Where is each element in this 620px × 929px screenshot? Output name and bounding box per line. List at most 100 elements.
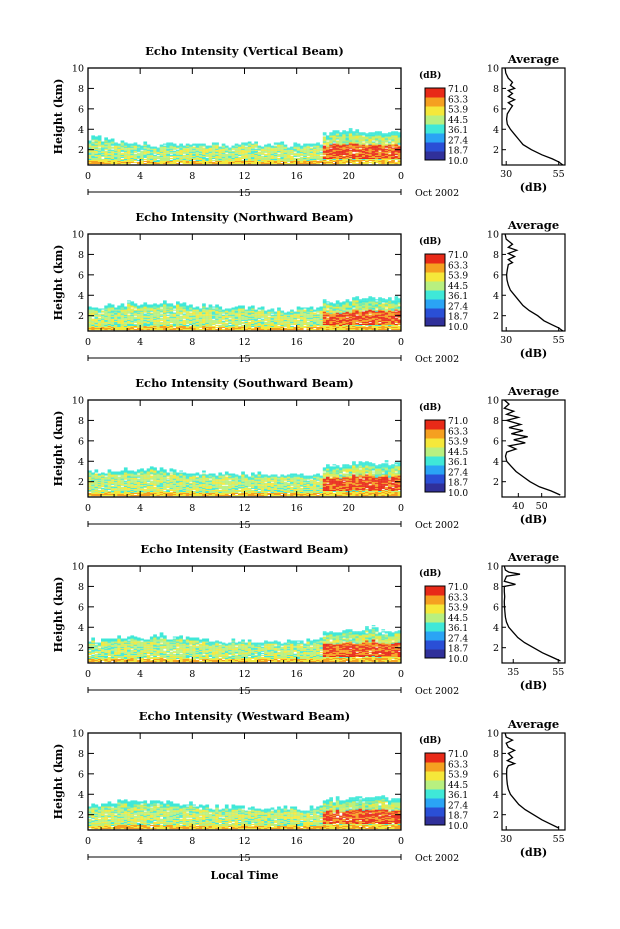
heatmap-cell bbox=[384, 306, 389, 308]
heatmap-cell bbox=[127, 478, 131, 480]
heatmap-cell bbox=[123, 311, 128, 313]
x-tick-label: 20 bbox=[343, 171, 355, 182]
heatmap-cell bbox=[198, 153, 203, 155]
heatmap-cell bbox=[355, 311, 360, 313]
heatmap-cell bbox=[136, 309, 141, 311]
heatmap-cell bbox=[146, 153, 151, 155]
heatmap-cell bbox=[293, 329, 298, 331]
heatmap-cell bbox=[117, 473, 121, 475]
heatmap-cell bbox=[264, 312, 268, 314]
heatmap-cell bbox=[322, 159, 327, 161]
heatmap-cell bbox=[130, 475, 135, 477]
heatmap-cell bbox=[244, 155, 249, 157]
heatmap-cell bbox=[280, 145, 285, 147]
heatmap-cell bbox=[394, 157, 399, 159]
heatmap-cell bbox=[136, 490, 141, 492]
heatmap-cell bbox=[133, 144, 138, 146]
heatmap-cell bbox=[176, 314, 180, 316]
heatmap-cells bbox=[88, 296, 402, 331]
heatmap-cell bbox=[303, 151, 307, 153]
heatmap-cell bbox=[228, 160, 232, 162]
heatmap-cell bbox=[361, 304, 366, 306]
heatmap-cell bbox=[91, 485, 95, 487]
heatmap-cell bbox=[224, 327, 229, 329]
heatmap-cell bbox=[342, 131, 346, 133]
heatmap-cell bbox=[384, 134, 389, 136]
heatmap-cell bbox=[316, 144, 320, 146]
heatmap-cell bbox=[365, 153, 369, 155]
heatmap-cell bbox=[117, 149, 121, 151]
heatmap-cell bbox=[205, 151, 210, 153]
heatmap-cell bbox=[123, 149, 128, 151]
y-tick-label: 8 bbox=[78, 84, 84, 95]
heatmap-cell bbox=[133, 329, 138, 331]
heatmap-cell bbox=[254, 156, 258, 158]
heatmap-cell bbox=[97, 475, 102, 477]
heatmap-cell bbox=[101, 481, 105, 483]
heatmap-cell bbox=[228, 148, 232, 150]
heatmap-cell bbox=[251, 320, 255, 322]
heatmap-cell bbox=[117, 312, 121, 314]
heatmap-cell bbox=[97, 139, 102, 141]
heatmap-cell bbox=[345, 158, 350, 160]
heatmap-cell bbox=[267, 158, 271, 160]
heatmap-cell bbox=[88, 472, 92, 474]
heatmap-cell bbox=[153, 313, 157, 315]
heatmap-cell bbox=[329, 325, 333, 327]
heatmap-cell bbox=[397, 135, 402, 137]
heatmap-cell bbox=[88, 141, 92, 143]
heatmap-cell bbox=[257, 315, 262, 317]
heatmap-cell bbox=[378, 329, 382, 331]
heatmap-cell bbox=[127, 476, 131, 478]
heatmap-cell bbox=[290, 148, 294, 150]
heatmap-cell bbox=[195, 321, 200, 323]
heatmap-cell bbox=[149, 314, 154, 316]
heatmap-cell bbox=[163, 307, 167, 309]
heatmap-cell bbox=[384, 309, 389, 311]
heatmap-cell bbox=[368, 298, 373, 300]
heatmap-cell bbox=[345, 134, 350, 136]
heatmap-cell bbox=[270, 317, 275, 319]
heatmap-cell bbox=[101, 326, 105, 328]
heatmap-cell bbox=[371, 137, 376, 139]
heatmap-cell bbox=[104, 152, 108, 154]
heatmap-cell bbox=[205, 159, 210, 161]
heatmap-cell bbox=[381, 322, 386, 324]
heatmap-cell bbox=[326, 151, 330, 153]
heatmap-cell bbox=[267, 150, 271, 152]
heatmap-cell bbox=[378, 323, 382, 325]
heatmap-cell bbox=[143, 154, 148, 156]
heatmap-cell bbox=[149, 319, 154, 321]
heatmap-cell bbox=[130, 492, 135, 494]
heatmap-cell bbox=[296, 313, 301, 315]
heatmap-cell bbox=[127, 489, 131, 491]
heatmap-cell bbox=[365, 145, 369, 147]
heatmap-cell bbox=[322, 305, 327, 307]
heatmap-cell bbox=[257, 312, 262, 314]
heatmap-cell bbox=[117, 146, 121, 148]
heatmap-cell bbox=[299, 154, 304, 156]
heatmap-cell bbox=[123, 491, 128, 493]
heatmap-cell bbox=[208, 320, 213, 322]
heatmap-cell bbox=[172, 160, 177, 162]
heatmap-cell bbox=[388, 307, 392, 309]
heatmap-cell bbox=[133, 150, 138, 152]
heatmap-cell bbox=[140, 325, 144, 327]
heatmap-cell bbox=[238, 163, 242, 165]
heatmap-cell bbox=[163, 149, 167, 151]
heatmap-cell bbox=[397, 133, 402, 135]
heatmap-cell bbox=[117, 311, 121, 313]
heatmap-cell bbox=[388, 154, 392, 156]
heatmap-cell bbox=[97, 329, 102, 331]
heatmap-cell bbox=[179, 311, 183, 313]
heatmap-cell bbox=[127, 483, 131, 485]
heatmap-cell bbox=[283, 321, 288, 323]
heatmap-cell bbox=[273, 323, 278, 325]
heatmap-cell bbox=[361, 151, 366, 153]
heatmap-cell bbox=[221, 160, 226, 162]
heatmap-cell bbox=[361, 144, 366, 146]
heatmap-cell bbox=[149, 327, 154, 329]
heatmap-cell bbox=[251, 317, 255, 319]
heatmap-cell bbox=[91, 321, 95, 323]
heatmap-cell bbox=[136, 150, 141, 152]
